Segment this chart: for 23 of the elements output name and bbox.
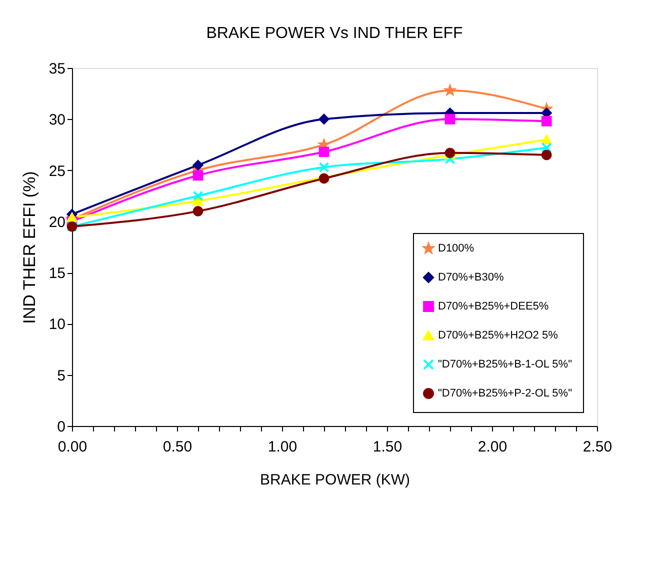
y-axis-title: IND THER EFFI (%) (20, 171, 39, 324)
y-tick-label: 15 (48, 265, 66, 282)
legend-label: D70%+B25%+H2O2 5% (438, 330, 558, 342)
x-tick-label: 1.50 (372, 438, 402, 456)
x-tick-label: 0.50 (162, 438, 192, 456)
chart-title: BRAKE POWER Vs IND THER EFF (206, 25, 464, 42)
x-tick-label: 2.50 (582, 438, 612, 456)
y-tick-label: 0 (57, 418, 66, 436)
y-tick-label: 10 (48, 316, 66, 334)
y-tick-label: 30 (48, 112, 66, 129)
legend-label: "D70%+B25%+B-1-OL 5%" (438, 358, 572, 370)
y-tick-label: 5 (57, 367, 66, 384)
y-tick-label: 20 (48, 214, 66, 231)
legend-label: D70%+B30% (438, 272, 504, 284)
x-tick-label: 1.00 (268, 438, 298, 456)
legend-label: "D70%+B25%+P-2-OL 5%" (438, 388, 572, 400)
legend-label: D100% (438, 242, 474, 254)
y-tick-label: 35 (48, 60, 66, 78)
x-tick-label: 2.00 (478, 438, 508, 456)
y-tick-label: 25 (48, 162, 66, 180)
x-tick-label: 0.00 (58, 438, 88, 456)
x-axis-title: BRAKE POWER (KW) (260, 472, 410, 488)
legend-label: D70%+B25%+DEE5% (438, 300, 549, 312)
